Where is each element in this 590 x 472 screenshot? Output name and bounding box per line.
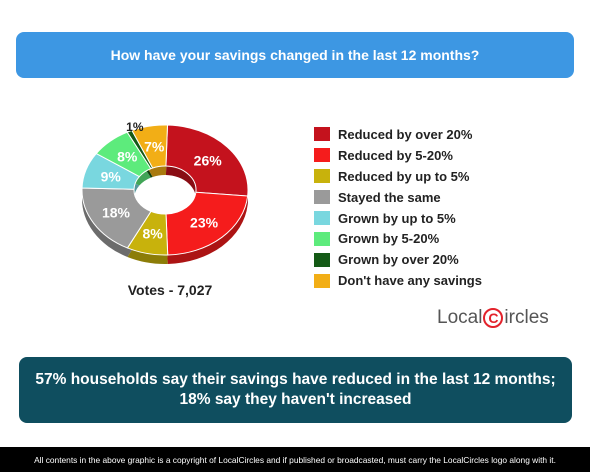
legend-swatch <box>314 148 330 163</box>
votes-count: Votes - 7,027 <box>127 282 213 298</box>
summary-banner: 57% households say their savings have re… <box>19 357 572 423</box>
legend-swatch <box>314 231 330 246</box>
legend-item: Stayed the same <box>314 187 482 208</box>
legend-swatch <box>314 273 330 288</box>
copyright-footer: All contents in the above graphic is a c… <box>0 447 590 472</box>
chart-title-banner: How have your savings changed in the las… <box>16 32 574 78</box>
summary-line-1: 57% households say their savings have re… <box>35 371 556 388</box>
donut-chart: 26% 23% 8% 18% 9% 8% 1%7% <box>81 120 249 264</box>
logo-text-right: ircles <box>504 307 549 328</box>
donut-value-label: 9% <box>101 168 122 184</box>
donut-slice-8 <box>131 124 169 169</box>
legend-item: Reduced by up to 5% <box>314 166 482 187</box>
donut-value-label: 8% <box>117 149 138 165</box>
legend-item: Grown by 5-20% <box>314 228 482 249</box>
donut-value-label: 26% <box>194 153 223 169</box>
legend-item: Grown by over 20% <box>314 249 482 270</box>
donut-value-label: 18% <box>102 205 131 221</box>
legend-label: Stayed the same <box>338 189 441 205</box>
donut-value-label: 7% <box>144 138 165 154</box>
donut-value-label: 23% <box>190 214 219 230</box>
donut-value-label: 8% <box>143 225 164 241</box>
legend-label: Grown by 5-20% <box>338 231 440 247</box>
legend-swatch <box>314 190 330 205</box>
legend-swatch <box>314 169 330 184</box>
legend-label: Don't have any savings <box>338 273 482 289</box>
legend-swatch <box>314 252 330 267</box>
legend-label: Reduced by up to 5% <box>338 168 470 184</box>
legend-swatch <box>314 211 330 225</box>
chart-legend: Reduced by over 20% Reduced by 5-20% Red… <box>314 124 482 291</box>
donut-value-label: 1% <box>126 120 144 134</box>
legend-item: Reduced by 5-20% <box>314 145 482 166</box>
donut-slice-4 <box>81 187 152 249</box>
chart-title: How have your savings changed in the las… <box>110 47 480 63</box>
legend-item: Reduced by over 20% <box>314 124 482 145</box>
legend-swatch <box>314 127 330 142</box>
legend-label: Grown by up to 5% <box>338 210 456 226</box>
legend-label: Grown by over 20% <box>338 252 459 268</box>
donut-slice-2 <box>165 191 249 256</box>
donut-slice-1 <box>165 124 249 197</box>
logo-text-left: Local <box>437 307 483 328</box>
logo-pin-icon: C <box>483 308 504 328</box>
legend-item: Grown by up to 5% <box>314 208 482 229</box>
summary-line-2: 18% say they haven't increased <box>179 391 412 408</box>
legend-label: Reduced by over 20% <box>338 126 473 142</box>
legend-item: Don't have any savings <box>314 270 482 291</box>
legend-label: Reduced by 5-20% <box>338 147 453 163</box>
